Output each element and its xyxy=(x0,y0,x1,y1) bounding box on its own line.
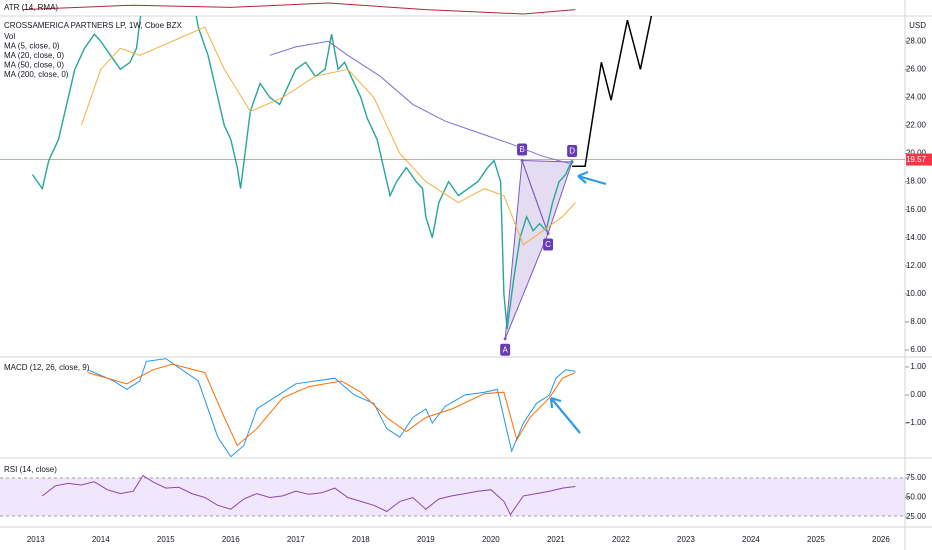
legend-label: MA (20, close, 0) xyxy=(4,51,64,60)
x-tick-label: 2022 xyxy=(612,535,630,544)
x-tick-label: 2017 xyxy=(287,535,305,544)
pane-title: CROSSAMERICA PARTNERS LP, 1W, Cboe BZX xyxy=(4,21,183,30)
y-tick-label: 22.00 xyxy=(906,121,927,130)
x-tick-label: 2014 xyxy=(92,535,110,544)
legend-label: Vol xyxy=(4,32,15,41)
pattern-triangle xyxy=(521,160,573,236)
y-tick-label: 14.00 xyxy=(906,233,927,242)
y-tick-label: 18.00 xyxy=(906,177,927,186)
x-tick-label: 2026 xyxy=(872,535,890,544)
x-tick-label: 2025 xyxy=(807,535,825,544)
pane: A B C D xyxy=(0,16,905,356)
y-tick-label: 0.00 xyxy=(910,390,926,399)
y-tick-label: 75.00 xyxy=(906,473,927,482)
y-tick-label: 26.00 xyxy=(906,64,927,73)
y-tick-label: 6.00 xyxy=(910,345,926,354)
x-tick-label: 2013 xyxy=(27,535,45,544)
pane xyxy=(22,2,576,15)
y-tick-label: 25.00 xyxy=(906,512,927,521)
series-line xyxy=(22,2,576,15)
legend-label: MA (50, close, 0) xyxy=(4,61,64,70)
pane-title: MACD (12, 26, close, 9) xyxy=(4,363,90,372)
pattern-label: D xyxy=(569,147,575,156)
pane-title: RSI (14, close) xyxy=(4,465,57,474)
pane xyxy=(41,474,576,516)
pattern-label: C xyxy=(545,240,551,249)
pattern-label-box xyxy=(500,343,511,356)
rsi-band xyxy=(0,478,905,516)
pattern-label-box xyxy=(543,238,554,251)
legend-label: MA (5, close, 0) xyxy=(4,42,60,51)
pane-title: ATR (14, RMA) xyxy=(4,3,58,12)
pattern-label: B xyxy=(519,145,524,154)
annotation-arrow xyxy=(549,396,581,434)
y-tick-label: 12.00 xyxy=(906,261,927,270)
y-tick-label: 50.00 xyxy=(906,493,927,502)
legend-label: MA (200, close, 0) xyxy=(4,70,69,79)
pattern-point xyxy=(503,337,507,341)
y-tick-label: 10.00 xyxy=(906,289,927,298)
y-tick-label: 28.00 xyxy=(906,36,927,45)
pattern-point xyxy=(546,232,550,236)
last-price-label: 19.57 xyxy=(906,155,927,164)
y-tick-label: −1.00 xyxy=(906,418,927,427)
x-tick-label: 2023 xyxy=(677,535,695,544)
series-line xyxy=(87,363,576,447)
series-line xyxy=(31,16,573,329)
y-tick-label: 8.00 xyxy=(910,317,926,326)
series-line xyxy=(41,474,576,516)
currency-label: USD xyxy=(909,21,926,30)
projection-line xyxy=(572,16,653,167)
y-tick-label: 1.00 xyxy=(910,362,926,371)
series-line xyxy=(87,358,576,457)
x-tick-label: 2016 xyxy=(222,535,240,544)
x-tick-label: 2024 xyxy=(742,535,760,544)
x-tick-label: 2018 xyxy=(352,535,370,544)
y-tick-label: 24.00 xyxy=(906,93,927,102)
plot-layer: A B C D xyxy=(0,2,905,516)
pattern-label: A xyxy=(502,345,508,354)
last-price-box xyxy=(906,153,932,166)
y-tick-label: 20.00 xyxy=(906,149,927,158)
annotation-arrow xyxy=(577,170,607,186)
x-tick-label: 2015 xyxy=(157,535,175,544)
pane xyxy=(87,358,576,457)
series-line xyxy=(269,40,570,164)
pattern-label-box xyxy=(517,143,528,156)
pattern-label-box xyxy=(567,144,578,157)
x-tick-label: 2021 xyxy=(547,535,565,544)
x-tick-label: 2020 xyxy=(482,535,500,544)
x-tick-label: 2019 xyxy=(417,535,435,544)
series-line xyxy=(80,26,576,246)
y-tick-label: 16.00 xyxy=(906,205,927,214)
